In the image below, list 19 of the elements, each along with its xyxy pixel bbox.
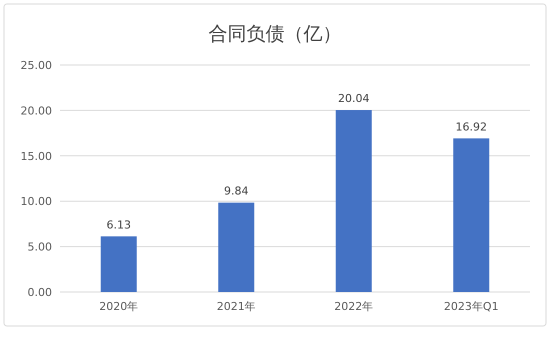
data-label: 9.84 (224, 184, 248, 198)
x-tick-label: 2021年 (216, 300, 256, 313)
y-tick-label: 10.00 (20, 195, 52, 208)
chart-title: 合同负债（亿） (208, 23, 342, 45)
data-label: 16.92 (456, 120, 487, 134)
x-tick-label: 2022年 (334, 300, 374, 313)
bar (218, 202, 254, 292)
bar (336, 110, 372, 292)
data-label: 6.13 (106, 218, 131, 232)
y-tick-label: 15.00 (20, 150, 52, 163)
y-tick-label: 25.00 (20, 59, 52, 72)
x-tick-label: 2020年 (99, 300, 138, 313)
y-tick-label: 20.00 (20, 104, 52, 118)
bar (100, 236, 137, 292)
y-tick-label: 0.00 (28, 286, 52, 299)
y-tick-label: 5.00 (28, 240, 52, 254)
data-label: 20.04 (338, 92, 370, 106)
x-tick-label: 2023年Q1 (444, 300, 499, 313)
bar (453, 138, 490, 292)
